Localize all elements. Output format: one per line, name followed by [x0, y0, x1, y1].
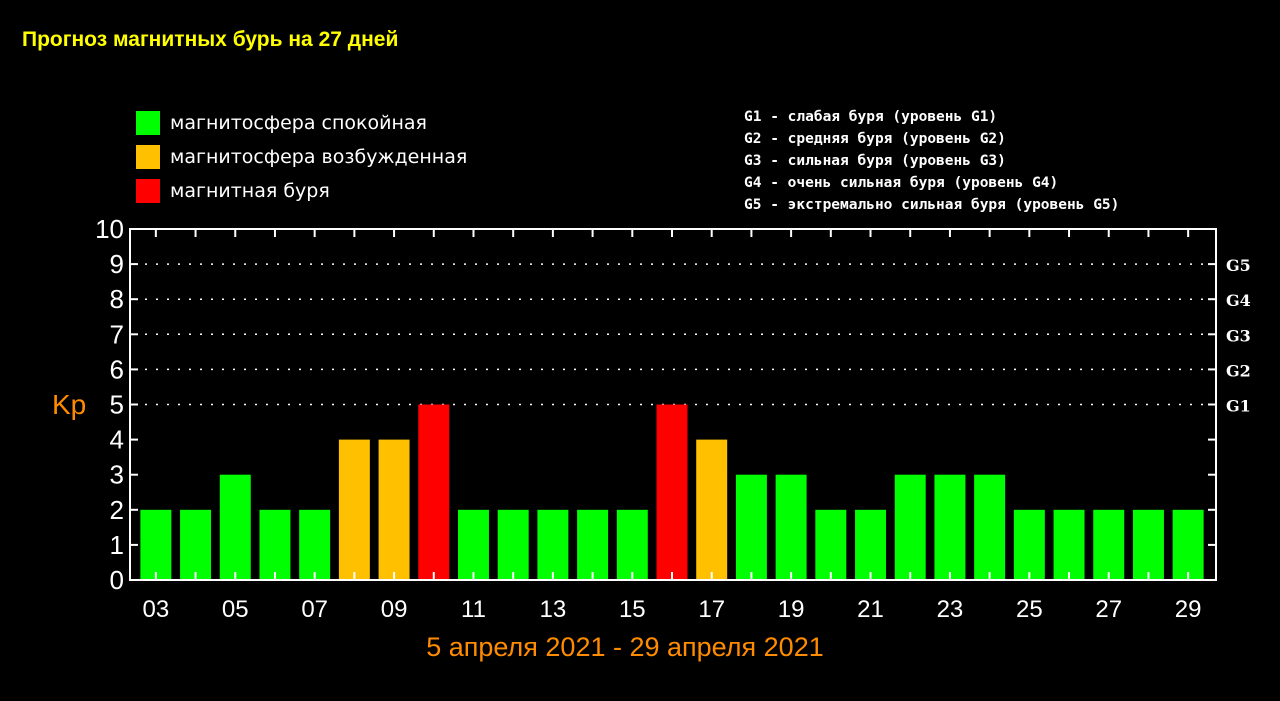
bar-day-28 — [1132, 509, 1164, 580]
g-level-label-g2: G2 — [1226, 361, 1251, 380]
bar-day-15 — [616, 509, 648, 580]
bar-day-19 — [775, 474, 807, 580]
bar-day-16 — [656, 404, 688, 580]
legend-item-storm: магнитная буря — [136, 174, 467, 208]
bar-day-17 — [696, 439, 728, 580]
y-axis-label: Kp — [52, 389, 86, 420]
legend-label-storm: магнитная буря — [170, 180, 330, 202]
bar-day-26 — [1053, 509, 1085, 580]
bar-day-20 — [815, 509, 847, 580]
bar-day-27 — [1093, 509, 1125, 580]
g-level-label-g4: G4 — [1226, 291, 1251, 310]
y-tick-label-7: 7 — [110, 319, 124, 349]
y-tick-label-8: 8 — [110, 284, 124, 314]
y-tick-label-2: 2 — [110, 495, 124, 525]
x-tick-label-11: 11 — [461, 596, 486, 623]
bar-day-24 — [974, 474, 1006, 580]
x-tick-label-15: 15 — [619, 596, 646, 623]
legend-label-excited: магнитосфера возбужденная — [170, 146, 468, 168]
g-level-label-g3: G3 — [1226, 326, 1251, 345]
legend-label-quiet: магнитосфера спокойная — [170, 112, 427, 134]
x-tick-label-07: 07 — [301, 596, 328, 623]
y-tick-label-5: 5 — [110, 390, 124, 420]
y-tick-label-3: 3 — [110, 460, 124, 490]
bar-day-14 — [577, 509, 609, 580]
g-level-legend: G1 - слабая буря (уровень G1) G2 - средн… — [744, 106, 1119, 216]
bar-day-08 — [338, 439, 370, 580]
g-level-label-g1: G1 — [1226, 397, 1251, 416]
bar-day-04 — [180, 509, 212, 580]
g-legend-g1: G1 - слабая буря (уровень G1) — [744, 109, 998, 125]
x-tick-label-23: 23 — [937, 596, 964, 623]
y-tick-label-9: 9 — [110, 249, 124, 279]
x-tick-label-19: 19 — [778, 596, 805, 623]
x-tick-label-21: 21 — [857, 596, 884, 623]
bar-day-12 — [497, 509, 529, 580]
date-range-label: 5 апреля 2021 - 29 апреля 2021 — [426, 632, 824, 662]
bar-day-25 — [1013, 509, 1045, 580]
legend-item-excited: магнитосфера возбужденная — [136, 140, 467, 174]
legend-swatch-quiet — [136, 111, 160, 135]
x-tick-label-25: 25 — [1016, 596, 1043, 623]
status-legend: магнитосфера спокойная магнитосфера возб… — [136, 106, 467, 208]
x-tick-label-27: 27 — [1095, 596, 1122, 623]
bar-day-10 — [418, 404, 450, 580]
bar-day-18 — [735, 474, 767, 580]
bar-day-05 — [219, 474, 251, 580]
bar-day-23 — [934, 474, 966, 580]
y-tick-label-1: 1 — [110, 530, 124, 560]
x-tick-label-05: 05 — [222, 596, 249, 623]
g-legend-g2: G2 - средняя буря (уровень G2) — [744, 131, 1006, 147]
y-tick-label-6: 6 — [110, 354, 124, 384]
legend-swatch-storm — [136, 179, 160, 203]
y-tick-label-4: 4 — [110, 425, 124, 455]
x-tick-label-29: 29 — [1175, 596, 1202, 623]
legend-swatch-excited — [136, 145, 160, 169]
g-level-label-g5: G5 — [1226, 256, 1251, 275]
bar-day-11 — [457, 509, 489, 580]
page-title: Прогноз магнитных бурь на 27 дней — [22, 28, 399, 51]
x-tick-label-17: 17 — [698, 596, 725, 623]
bar-day-06 — [259, 509, 291, 580]
bar-day-22 — [894, 474, 926, 580]
bar-day-13 — [537, 509, 569, 580]
x-tick-label-03: 03 — [143, 596, 170, 623]
g-legend-g4: G4 - очень сильная буря (уровень G4) — [744, 175, 1059, 191]
y-tick-label-10: 10 — [95, 214, 124, 244]
bar-day-09 — [378, 439, 410, 580]
bar-day-29 — [1172, 509, 1204, 580]
g-legend-g3: G3 - сильная буря (уровень G3) — [744, 153, 1006, 169]
bar-day-07 — [299, 509, 331, 580]
y-tick-label-0: 0 — [110, 565, 124, 595]
x-tick-label-09: 09 — [381, 596, 408, 623]
legend-item-quiet: магнитосфера спокойная — [136, 106, 467, 140]
bar-day-03 — [140, 509, 172, 580]
x-tick-label-13: 13 — [540, 596, 567, 623]
bar-day-21 — [855, 509, 887, 580]
g-legend-g5: G5 - экстремально сильная буря (уровень … — [744, 197, 1120, 213]
